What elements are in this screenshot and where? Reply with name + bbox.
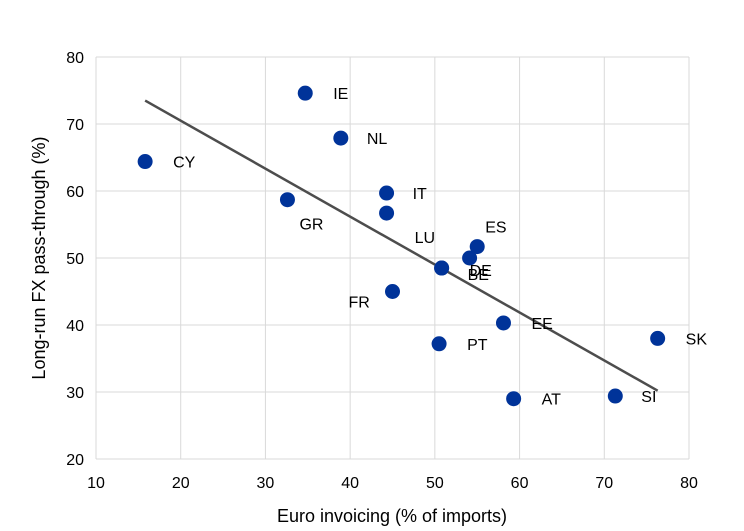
point-label: FR xyxy=(349,295,370,312)
data-point xyxy=(379,205,395,221)
y-axis-title: Long-run FX pass-through (%) xyxy=(29,136,49,379)
point-label: IE xyxy=(333,86,348,103)
data-point xyxy=(379,185,395,201)
x-tick-label: 20 xyxy=(172,475,190,492)
y-tick-label: 20 xyxy=(66,452,84,469)
point-label: PT xyxy=(467,337,488,354)
data-point xyxy=(297,85,313,101)
data-point xyxy=(137,154,153,170)
data-point xyxy=(650,330,666,346)
point-label: LU xyxy=(415,230,435,247)
point-label: SI xyxy=(641,389,656,406)
trend-line xyxy=(144,99,659,392)
x-tick-labels: 10 20 30 40 50 60 70 80 xyxy=(87,475,698,492)
grid-lines xyxy=(95,56,690,460)
data-point xyxy=(495,315,511,331)
data-point xyxy=(506,391,522,407)
point-label: AT xyxy=(542,392,561,409)
data-points xyxy=(137,85,666,407)
data-point xyxy=(279,192,295,208)
x-tick-label: 60 xyxy=(511,475,529,492)
x-tick-label: 10 xyxy=(87,475,105,492)
point-label: DE xyxy=(470,263,492,280)
y-tick-label: 70 xyxy=(66,117,84,134)
x-tick-label: 70 xyxy=(595,475,613,492)
x-tick-label: 80 xyxy=(680,475,698,492)
point-label: GR xyxy=(299,217,323,234)
point-label: SK xyxy=(686,331,708,348)
point-label: CY xyxy=(173,155,196,172)
point-label: ES xyxy=(485,220,506,237)
y-tick-label: 30 xyxy=(66,385,84,402)
point-label: EE xyxy=(531,316,552,333)
data-point xyxy=(434,260,450,276)
y-tick-label: 60 xyxy=(66,184,84,201)
point-label: NL xyxy=(367,131,388,148)
x-tick-label: 50 xyxy=(426,475,444,492)
point-label: IT xyxy=(413,186,427,203)
y-tick-labels: 20 30 40 50 60 70 80 xyxy=(66,50,84,469)
data-point xyxy=(385,284,400,299)
data-point xyxy=(333,130,349,146)
point-labels: IE NL CY IT GR LU ES DE FR BE EE PT SK SI AT xyxy=(173,86,707,409)
data-point xyxy=(462,250,478,266)
data-point xyxy=(469,239,485,255)
y-tick-label: 80 xyxy=(66,50,84,67)
y-tick-label: 50 xyxy=(66,251,84,268)
x-tick-label: 40 xyxy=(341,475,359,492)
x-tick-label: 30 xyxy=(257,475,275,492)
y-tick-label: 40 xyxy=(66,318,84,335)
x-axis-title: Euro invoicing (% of imports) xyxy=(277,506,507,526)
point-label: BE xyxy=(468,267,489,284)
data-point xyxy=(431,336,447,352)
data-point xyxy=(607,388,623,404)
